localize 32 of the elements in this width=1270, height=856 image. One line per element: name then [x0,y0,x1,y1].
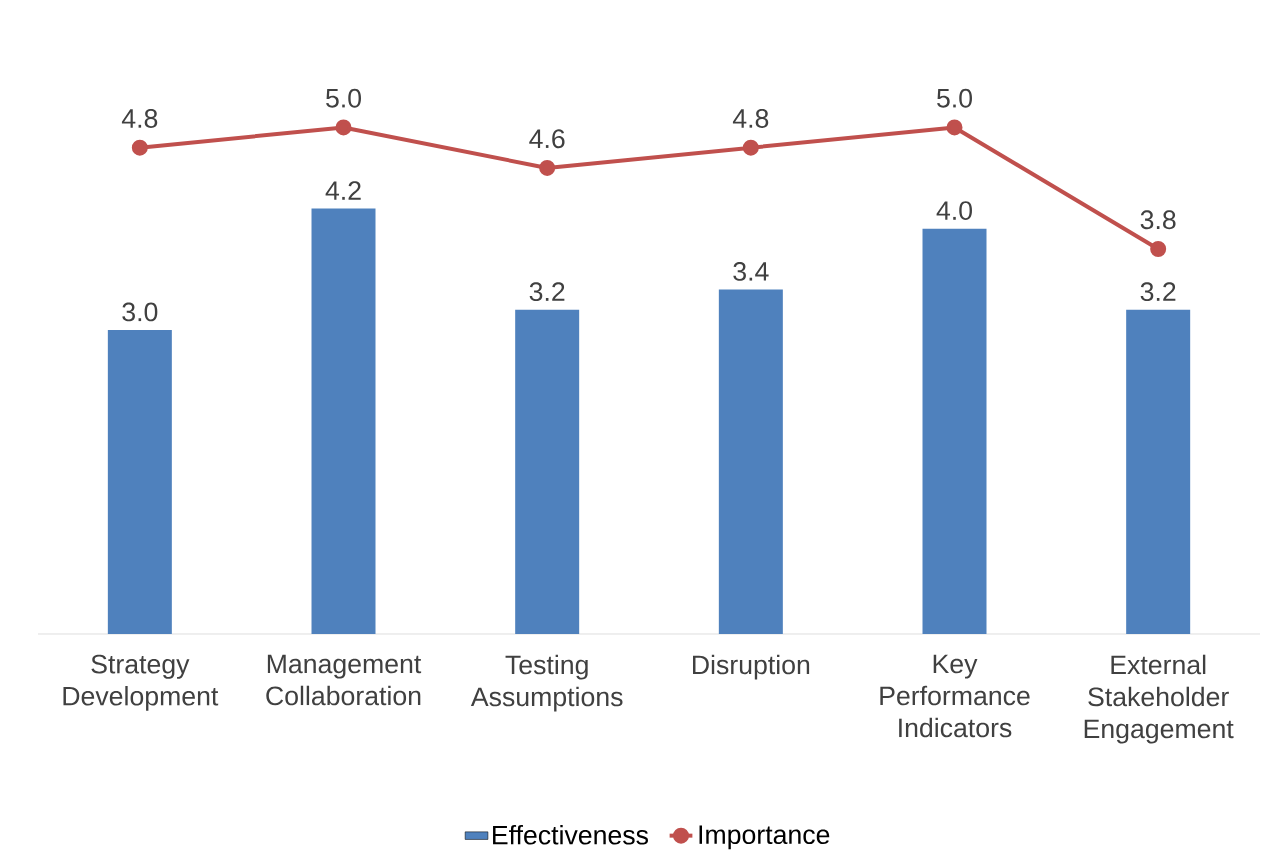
x-tick-label: Testing Assumptions [470,654,623,712]
data-label: 3.4 [733,261,769,281]
data-label: 4.8 [732,109,769,128]
point [946,119,963,136]
data-label: 3.8 [1140,210,1176,230]
data-label: 5.0 [326,88,361,108]
bar [311,208,376,634]
x-tick-label: Key Performance Indicators [880,654,1030,738]
data-label: 4.0 [936,201,972,221]
point [1150,241,1167,258]
x-tick-label: External Stakeholder Engagement [1084,654,1234,744]
legend-label: Importance [699,825,830,850]
data-label: 3.0 [122,302,158,322]
bar [515,309,580,634]
x-tick-label: Disruption [693,654,810,680]
point [742,139,759,156]
bar [107,330,172,634]
point [335,119,352,136]
data-label: 4.6 [529,129,565,149]
point [539,159,556,176]
bar [718,289,783,634]
data-label: 3.2 [1140,282,1176,302]
x-tick-label: Management Collaboration [266,654,422,706]
bar [1126,309,1191,634]
bar [922,228,987,634]
data-label: 3.2 [529,282,565,302]
legend-label: Effectiveness [493,824,648,845]
data-label: 5.0 [937,88,972,108]
point [131,139,148,156]
x-tick-label: Strategy Development [63,654,219,711]
data-label: 4.2 [325,181,361,200]
data-label: 4.8 [121,109,158,128]
